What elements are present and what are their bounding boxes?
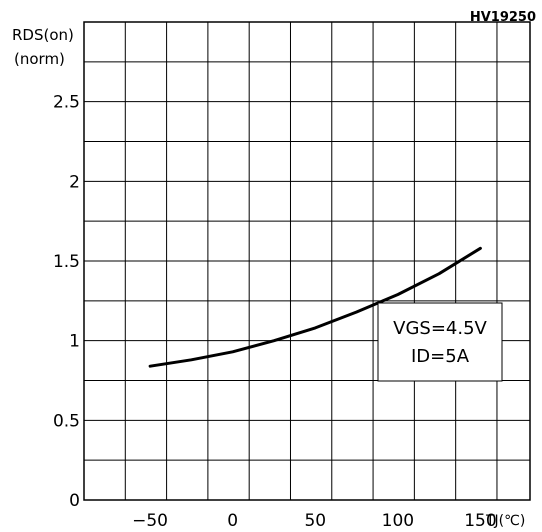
x-tick-labels: −50 0 50 100 150 — [132, 511, 497, 531]
y-axis-unit: (norm) — [14, 50, 65, 68]
x-tick-label: −50 — [132, 511, 168, 531]
x-axis-title: TJ(℃) — [485, 513, 525, 529]
annotation-id: ID=5A — [411, 346, 470, 367]
series-group — [148, 246, 482, 368]
y-tick-label: 1.5 — [53, 252, 80, 272]
y-tick-labels: 0 0.5 1 1.5 2 2.5 — [53, 93, 80, 511]
y-tick-label: 0 — [69, 491, 80, 511]
x-tick-label: 50 — [304, 511, 326, 531]
plot-frame — [83, 21, 531, 501]
y-tick-label: 1 — [69, 332, 80, 352]
y-tick-label: 0.5 — [53, 411, 80, 431]
x-tick-label: 100 — [382, 511, 414, 531]
y-tick-label: 2 — [69, 172, 80, 192]
figure-code: HV19250 — [470, 10, 536, 25]
series-line-0 — [148, 246, 482, 368]
x-tick-label: 0 — [227, 511, 238, 531]
y-tick-label: 2.5 — [53, 93, 80, 113]
y-axis-title: RDS(on) — [12, 26, 74, 44]
x-tick-label: 150 — [464, 511, 496, 531]
annotation-vgs: VGS=4.5V — [393, 318, 487, 339]
annotation-box — [377, 302, 503, 382]
